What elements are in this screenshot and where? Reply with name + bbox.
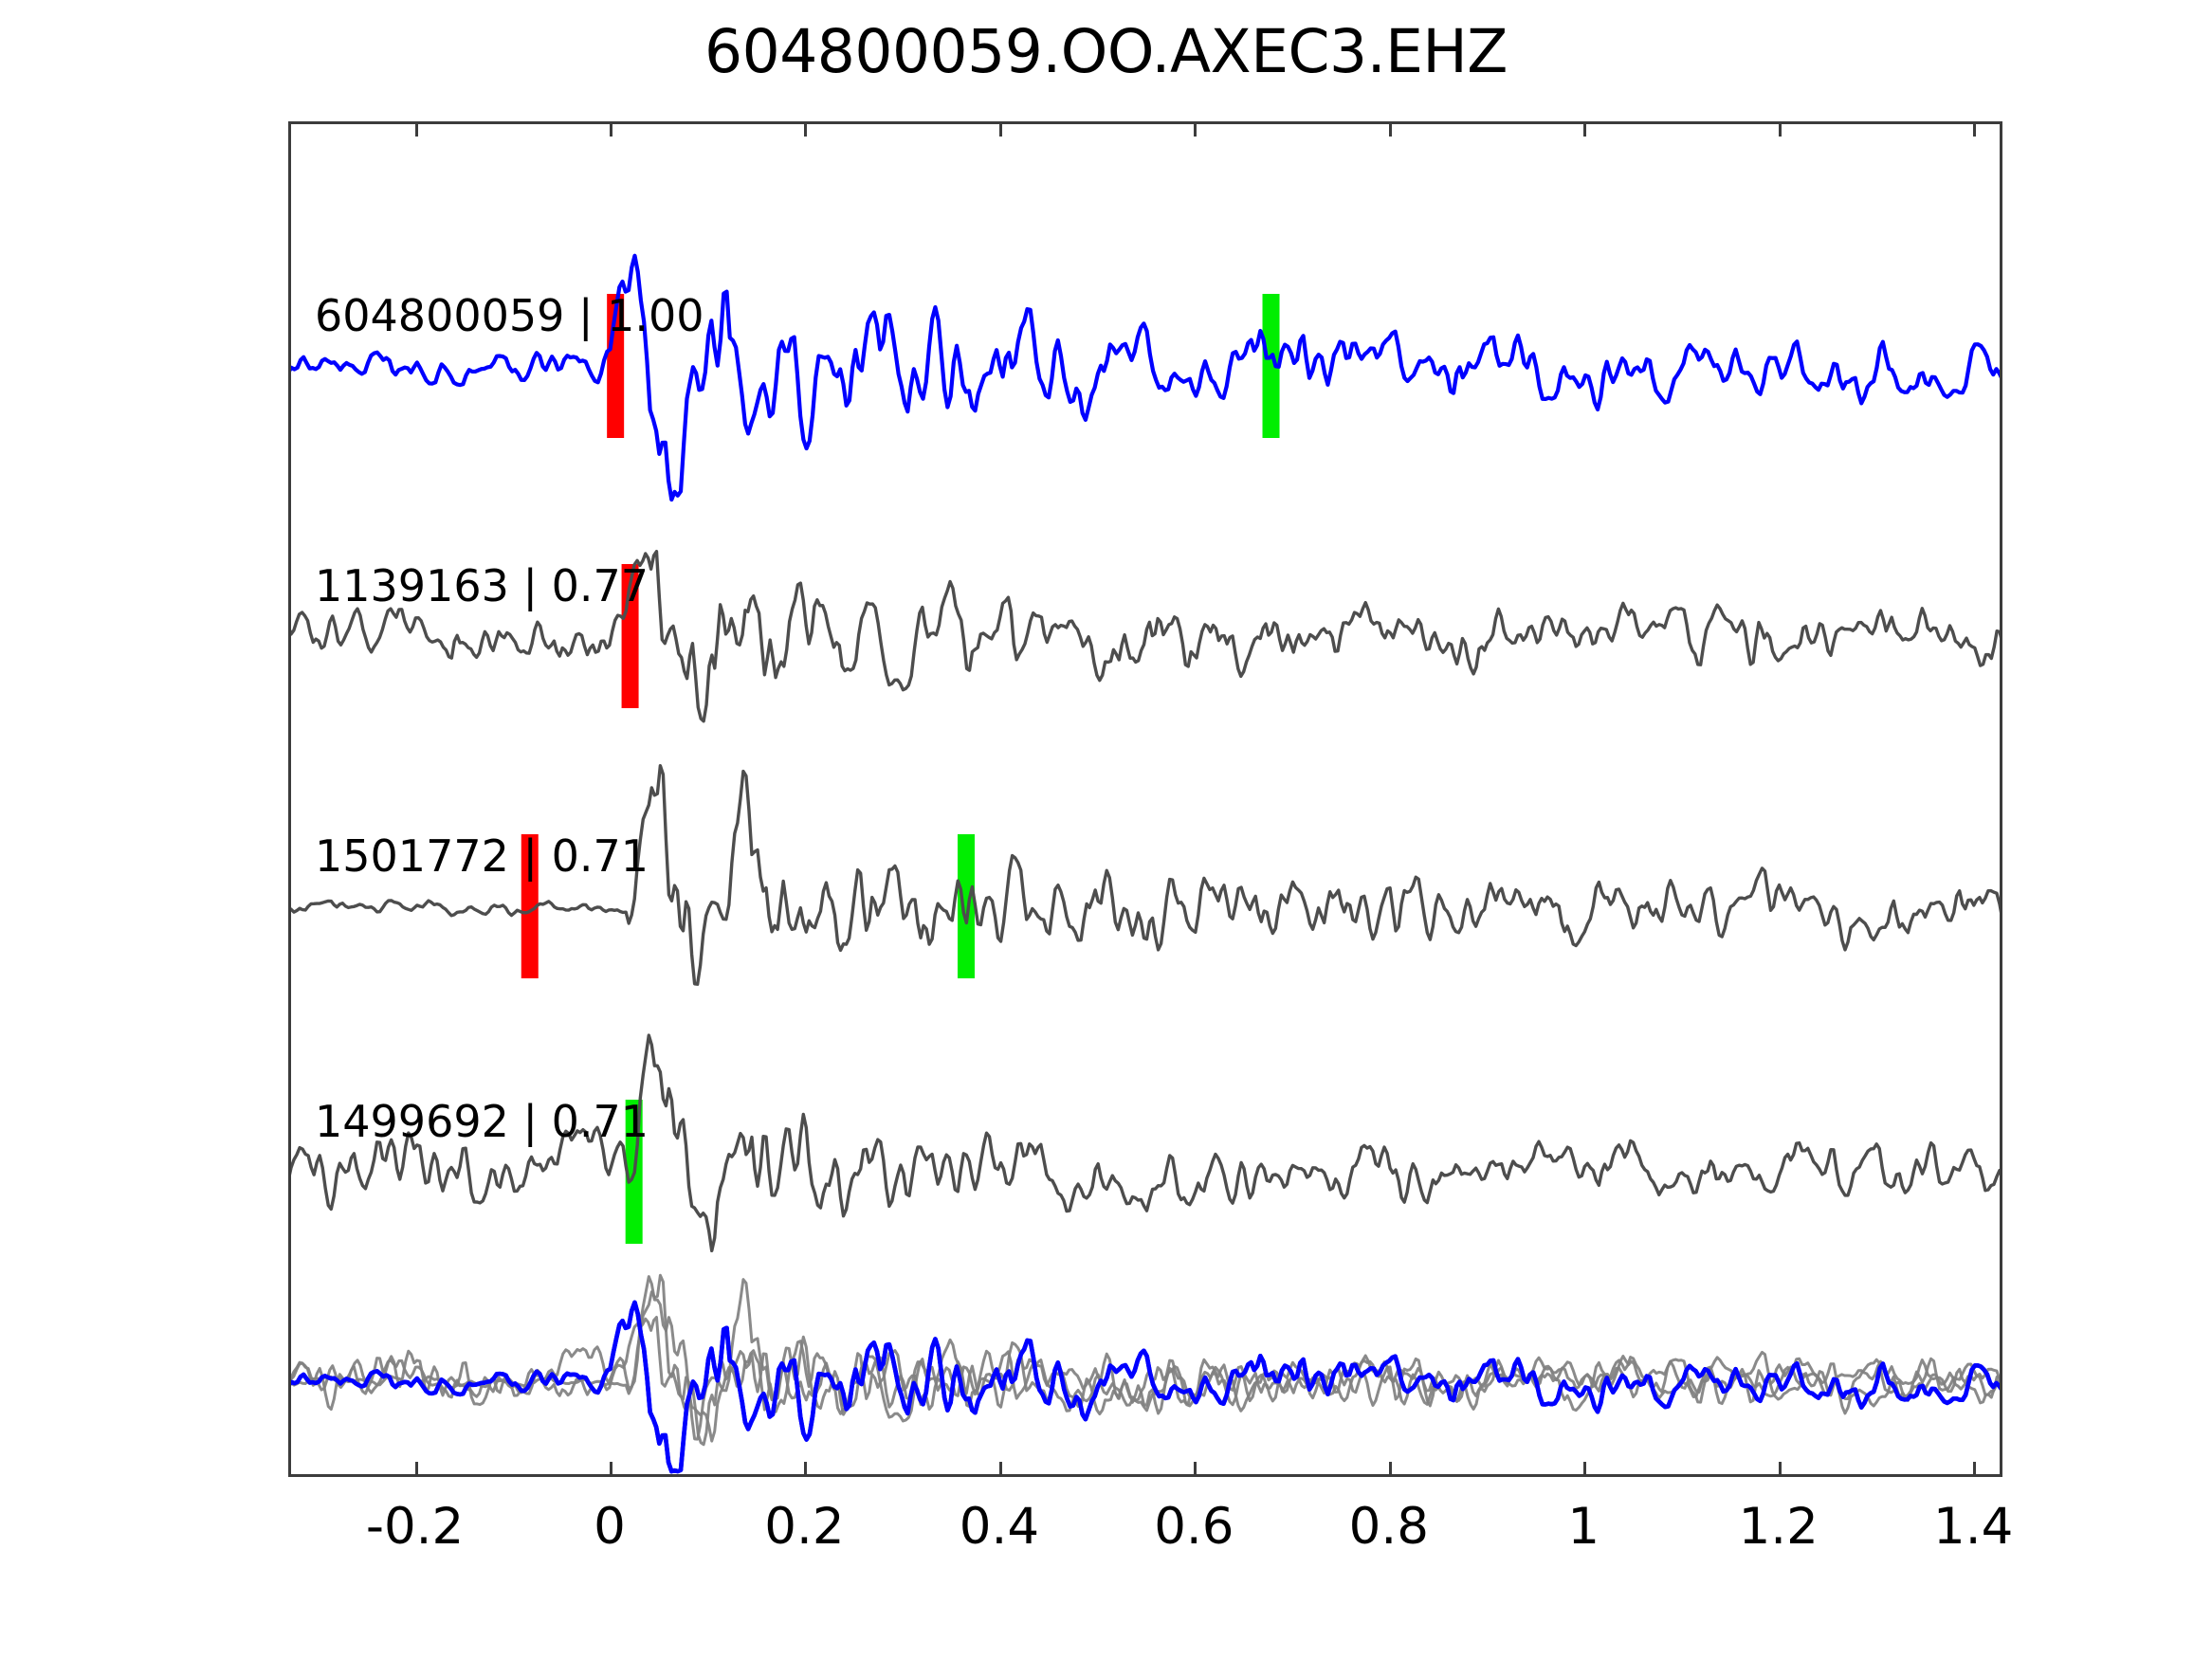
trace-label: 1499692 | 0.71 [315,1096,649,1147]
waveform-trace [288,549,2002,723]
x-tick-mark-top [610,121,612,137]
overlay-waveform-trace [288,1315,2002,1447]
x-tick-mark-top [414,121,418,137]
x-tick-mark-top [1973,121,1977,137]
overlay-template-trace [288,1300,2002,1474]
x-tick-label: 0 [594,1498,626,1556]
waveform-trace [288,764,2002,986]
waveform-trace [288,253,2002,502]
x-tick-label: 1 [1567,1498,1600,1556]
x-tick-label: 0.8 [1348,1498,1429,1556]
x-tick-mark-top [1388,121,1392,137]
x-tick-mark-top [998,121,1002,137]
trace-label: 1139163 | 0.77 [315,560,649,611]
overlay-waveform-trace [288,1275,2002,1443]
x-tick-mark [1778,1462,1782,1477]
x-tick-mark [1973,1462,1977,1477]
x-tick-mark-top [1194,121,1197,137]
x-tick-mark [1388,1462,1392,1477]
x-tick-label: 1.4 [1933,1498,2014,1556]
x-tick-mark [1194,1462,1197,1477]
x-tick-label: -0.2 [365,1498,465,1556]
x-tick-label: 1.2 [1738,1498,1819,1556]
x-tick-label: 0.2 [764,1498,845,1556]
x-tick-mark [414,1462,418,1477]
x-tick-label: 0.6 [1154,1498,1234,1556]
x-tick-mark-top [1583,121,1587,137]
overlay-waveform-trace [288,1273,2002,1441]
waveform-traces-layer [288,253,2002,1474]
page-title: 604800059.OO.AXEC3.EHZ [704,17,1508,86]
p-pick-marker [521,834,539,978]
trace-label: 1501772 | 0.71 [315,830,649,882]
x-tick-mark-top [1778,121,1782,137]
x-tick-label: 0.4 [959,1498,1040,1556]
x-tick-mark [610,1462,612,1477]
x-tick-mark-top [804,121,808,137]
x-tick-mark [804,1462,808,1477]
s-pick-marker [957,834,975,978]
s-pick-marker [1262,294,1280,438]
x-tick-mark [1583,1462,1587,1477]
trace-label: 604800059 | 1.00 [315,290,704,341]
p-pick-marker [621,564,639,708]
waveform-canvas [288,253,2002,1474]
waveform-trace [288,1033,2002,1253]
x-tick-mark [998,1462,1002,1477]
